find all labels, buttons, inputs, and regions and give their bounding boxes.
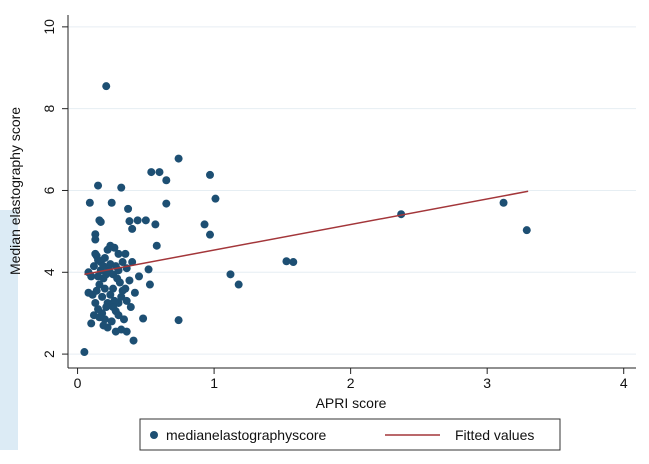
x-axis-label: APRI score	[316, 395, 387, 411]
point	[152, 241, 161, 250]
point	[117, 183, 126, 192]
point	[102, 82, 111, 91]
point	[122, 296, 131, 305]
fitted-line	[84, 190, 529, 276]
point	[95, 313, 104, 322]
point	[118, 286, 127, 295]
page-edge	[0, 210, 18, 450]
point	[80, 348, 89, 357]
point	[100, 253, 109, 262]
point	[141, 216, 150, 225]
point	[102, 303, 111, 312]
y-tick-label: 2	[41, 350, 57, 358]
point	[117, 292, 126, 301]
point	[122, 327, 131, 336]
y-tick-label: 6	[41, 186, 57, 194]
point	[87, 319, 96, 328]
point	[95, 280, 104, 289]
point	[109, 303, 118, 312]
point	[98, 292, 107, 301]
point	[145, 280, 154, 289]
y-axis-label: Median elastography score	[7, 107, 23, 275]
x-tick-label: 2	[347, 375, 355, 391]
point	[92, 286, 101, 295]
x-tick-label: 0	[74, 375, 82, 391]
point	[397, 210, 406, 219]
point	[94, 305, 103, 314]
point	[174, 316, 183, 325]
point	[162, 176, 171, 185]
point	[206, 170, 214, 179]
point	[151, 220, 160, 229]
point	[147, 168, 156, 177]
point	[99, 262, 108, 271]
point	[289, 258, 298, 267]
plot-area	[68, 15, 636, 368]
point	[91, 298, 100, 307]
point	[111, 327, 120, 336]
point	[107, 198, 116, 207]
point	[128, 258, 137, 267]
point	[121, 249, 130, 258]
point	[130, 288, 139, 297]
point	[174, 154, 183, 163]
point	[91, 249, 100, 258]
point	[107, 317, 116, 326]
y-tick-label: 4	[41, 268, 57, 276]
point	[94, 272, 103, 281]
legend	[139, 418, 561, 451]
point	[89, 262, 98, 271]
point	[94, 181, 103, 190]
y-tick-label: 10	[41, 19, 57, 35]
point	[100, 284, 109, 293]
y-tick-label: 8	[41, 105, 57, 113]
point	[125, 276, 134, 285]
point	[125, 217, 134, 226]
point	[234, 280, 243, 289]
point	[110, 296, 119, 305]
point	[129, 336, 138, 345]
point	[114, 249, 123, 258]
legend-label: Fitted values	[455, 427, 534, 443]
point	[499, 198, 508, 207]
point	[135, 272, 143, 281]
point	[155, 168, 164, 177]
x-tick-label: 3	[483, 375, 491, 391]
point	[119, 315, 128, 324]
point	[124, 204, 133, 213]
point	[110, 243, 119, 252]
point	[522, 226, 531, 235]
point	[133, 216, 142, 225]
x-tick-label: 1	[210, 375, 218, 391]
point	[226, 270, 235, 279]
point	[128, 224, 137, 233]
point	[115, 278, 124, 287]
point	[211, 194, 220, 203]
point	[206, 230, 214, 239]
point	[126, 303, 135, 312]
legend-swatch	[150, 431, 158, 439]
point	[109, 284, 118, 293]
point	[87, 272, 96, 281]
point	[99, 321, 108, 330]
point	[96, 217, 105, 226]
point	[282, 257, 291, 266]
point	[91, 235, 100, 244]
point	[85, 198, 94, 207]
point	[114, 311, 123, 320]
point	[118, 258, 127, 267]
point	[139, 314, 148, 323]
point	[106, 290, 115, 299]
point	[200, 220, 209, 229]
point	[162, 199, 171, 208]
x-tick-label: 4	[620, 375, 628, 391]
legend-label: medianelastographyscore	[166, 427, 327, 443]
point	[144, 265, 153, 274]
